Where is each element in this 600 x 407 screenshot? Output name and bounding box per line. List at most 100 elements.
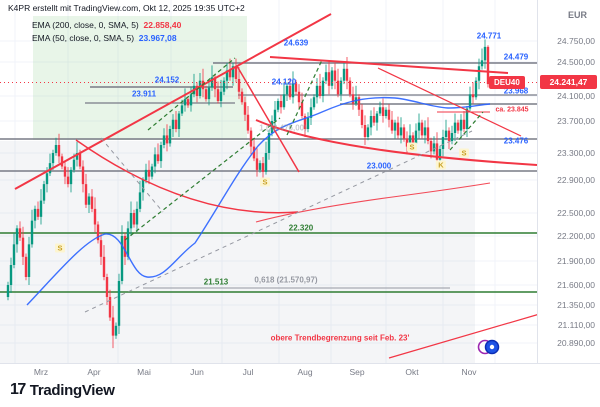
trendline-5[interactable] [255,119,538,166]
candle [432,143,436,152]
candle [315,85,319,98]
trendline-1[interactable] [75,139,299,214]
candle [309,107,313,118]
tradingview-logo-text: TradingView [29,381,115,399]
trendline-0[interactable] [14,13,332,190]
candle [18,228,22,238]
price-axis[interactable]: EUR 24.750,00 24.500,00 24.100,00 23.700,00… [537,0,600,363]
candle [468,94,472,109]
candle [261,163,265,172]
candle [222,80,226,92]
candle [282,94,286,108]
candle [486,46,490,85]
candle [441,137,445,149]
candle [153,154,157,167]
candle [156,154,160,162]
candle [303,116,307,129]
candle [390,119,394,131]
trendline-3[interactable] [269,56,509,74]
candle [273,109,277,121]
ema200-value: 22.858,40 [143,20,182,30]
candle [438,149,442,160]
trendline-14[interactable] [100,137,164,213]
candle [237,79,241,92]
candle [87,196,91,205]
chart-label: 0,618 (21.570,97) [254,275,318,285]
price-tick: 22.900,00 [557,175,595,185]
marker-badge-S[interactable]: S [259,177,271,187]
chart-label: obere Trendbegrenzung seit Feb. 23' [270,333,410,343]
candle [420,122,424,136]
candle [462,119,466,129]
price-tick: 22.200,00 [557,231,595,241]
candle [96,224,100,241]
marker-badge-K[interactable]: K [435,160,447,170]
candle [369,116,373,128]
currency-label: EUR [567,10,587,20]
candle [219,91,223,101]
legend-ema200[interactable]: EMA (200, close, 0, SMA, 5) 22.858,40 [32,20,181,30]
trendline-2[interactable] [236,65,300,173]
tradingview-logo[interactable]: 17 TradingView [10,381,115,399]
candle [195,85,199,96]
chart-label: 24.771 [476,31,502,41]
price-tick: 22.500,00 [557,208,595,218]
candle [324,72,328,81]
candle [165,135,169,144]
candle [378,107,382,114]
chart-label: 24.639 [283,38,309,48]
price-tick: 21.600,00 [557,280,595,290]
candle [93,208,97,225]
candle [363,125,367,137]
candle [471,94,475,98]
candle [24,256,28,277]
candle [300,102,304,116]
legend-ema50[interactable]: EMA (50, close, 0, SMA, 5) 23.967,08 [32,33,177,43]
candle [45,173,49,185]
candle [408,135,412,147]
marker-badge-S[interactable]: S [54,243,66,253]
price-tick: 21.110,00 [557,320,595,330]
candle [375,113,379,123]
candle [297,91,301,103]
trendline-10[interactable] [147,57,236,131]
time-axis[interactable]: Mrz Apr Mai Jun Jul Aug Sep Okt Nov [0,363,600,380]
trendline-4[interactable] [377,67,522,137]
candle [351,94,355,104]
candle [228,70,232,78]
candle [264,153,268,172]
trendline-6[interactable] [388,312,544,359]
candle [435,143,439,160]
candle [57,145,61,157]
month-label: Jun [190,367,204,377]
candle [60,156,64,167]
trendline-12[interactable] [449,111,484,151]
trendline-9[interactable] [124,117,281,241]
candle [423,127,427,136]
price-tick: 21.350,00 [557,300,595,310]
candle [72,159,76,170]
marker-badge-S[interactable]: S [406,142,418,152]
symbol-price-badge[interactable]: DEU40 [489,76,525,89]
candle [240,91,244,103]
candle [276,101,280,110]
ema50-line[interactable] [26,96,491,306]
chart-label: ca. 23.845 [495,106,529,114]
candle [33,208,37,221]
chart-label: 23.911 [131,89,157,99]
candle [39,200,43,217]
candle [63,166,67,177]
month-label: Jul [242,367,254,377]
candle [81,166,85,185]
ema200-line[interactable] [255,182,491,223]
candle [75,153,79,160]
candle [249,130,253,147]
marker-badge-S[interactable]: S [458,148,470,158]
candle [444,130,448,137]
chart-label: 24.479 [503,52,529,62]
candle [111,317,115,336]
candle [180,105,184,114]
candle [312,97,316,108]
month-label: Sep [349,367,365,377]
